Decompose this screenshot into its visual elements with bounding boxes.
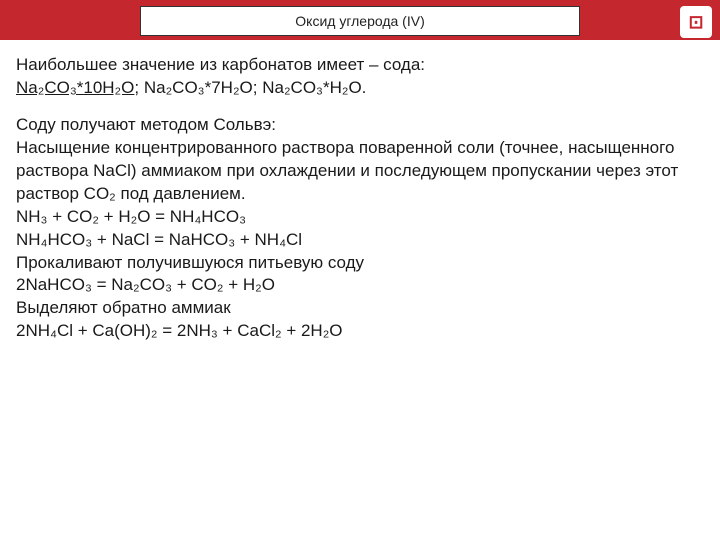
formula-1: Na₂CO₃*10H₂O — [16, 78, 134, 97]
header-bar: Оксид углерода (IV) ⊡ — [0, 0, 720, 40]
content-area: Наибольшее значение из карбонатов имеет … — [0, 40, 720, 343]
formula-rest: Na₂CO₃*7H₂O; Na₂CO₃*H₂O. — [144, 78, 367, 97]
equation-4: 2NH₄Cl + Ca(OH)₂ = 2NH₃ + CaCl₂ + 2H₂O — [16, 320, 704, 343]
ammonia-text: Выделяют обратно аммиак — [16, 297, 704, 320]
method-description: Насыщение концентрированного раствора по… — [16, 137, 704, 206]
logo-glyph: ⊡ — [688, 13, 703, 31]
equation-1: NH₃ + CO₂ + H₂O = NH₄HCO₃ — [16, 206, 704, 229]
calcination-text: Прокаливают получившуюся питьевую соду — [16, 252, 704, 275]
logo-icon: ⊡ — [680, 6, 712, 38]
equation-2: NH₄HCO₃ + NaCl = NaHCO₃ + NH₄Cl — [16, 229, 704, 252]
page-title: Оксид углерода (IV) — [295, 13, 424, 29]
equation-3: 2NaHCO₃ = Na₂CO₃ + CO₂ + H₂O — [16, 274, 704, 297]
intro-paragraph: Наибольшее значение из карбонатов имеет … — [16, 54, 704, 100]
title-box: Оксид углерода (IV) — [140, 6, 580, 36]
sep-1: ; — [134, 78, 143, 97]
intro-text: Наибольшее значение из карбонатов имеет … — [16, 55, 425, 74]
method-heading: Соду получают методом Сольвэ: — [16, 114, 704, 137]
